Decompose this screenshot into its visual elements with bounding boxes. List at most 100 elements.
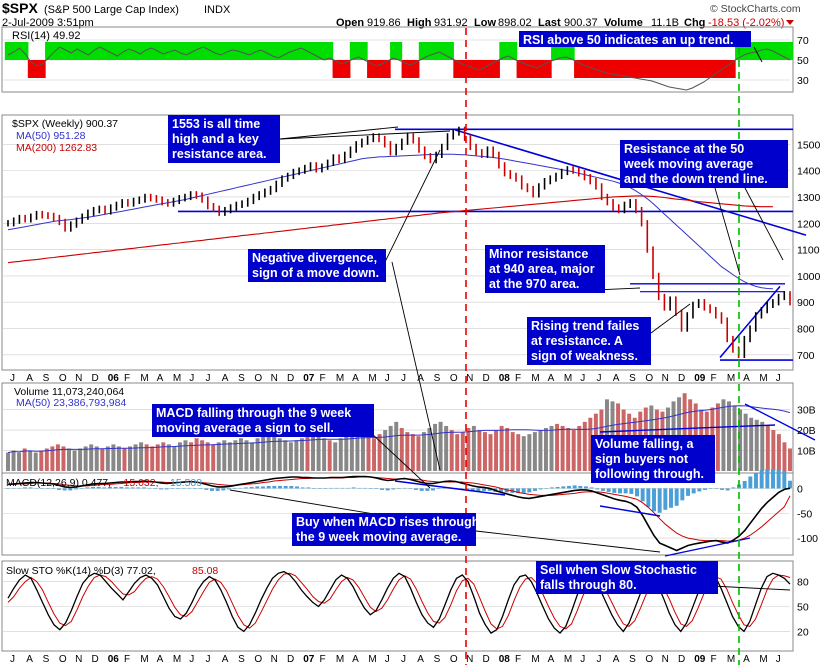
svg-text:Resistance at the 50: Resistance at the 50 (624, 142, 744, 156)
stochastic-legend: Slow STO %K(14) %D(3) 77.02, (6, 565, 156, 577)
volume-bar (516, 434, 521, 471)
x-axis-label: J (385, 373, 390, 384)
macd-histogram-bar (561, 486, 566, 489)
rsi-above-50-segment (286, 42, 293, 60)
macd-histogram-bar (765, 469, 770, 489)
price-legend: $SPX (Weekly) 900.37 (12, 118, 118, 130)
macd-histogram-bar (198, 488, 203, 489)
volume-bar (67, 448, 71, 471)
stochastic-panel-frame (1, 560, 794, 652)
x-axis-label-bottom: 07 (303, 654, 315, 665)
low-label: Low (474, 17, 496, 29)
x-axis-label: 09 (694, 373, 706, 384)
x-axis-label: F (124, 373, 130, 384)
macd-histogram-bar (153, 488, 158, 489)
x-axis-label-bottom: J (580, 654, 585, 665)
volume-bar (555, 423, 560, 471)
x-axis-label-bottom: J (597, 654, 602, 665)
rsi-above-50-segment (240, 42, 247, 60)
price-tick-label: 1200 (797, 218, 821, 230)
rsi-above-50-segment (194, 42, 201, 60)
rsi-above-50-segment (206, 42, 213, 60)
volume-label: Volume (604, 17, 643, 29)
ma200-legend: MA(200) 1262.83 (16, 142, 97, 154)
rsi-above-50-segment (740, 42, 748, 60)
rsi-above-50-segment (752, 42, 759, 60)
rsi-above-50-segment (746, 42, 753, 60)
price-panel-frame (1, 114, 794, 371)
x-axis-label-bottom: D (482, 654, 489, 665)
volume-bar (460, 432, 465, 471)
macd-histogram-bar (442, 487, 447, 489)
rsi-above-50-segment (436, 42, 443, 60)
macd-histogram-bar (283, 485, 288, 489)
macd-histogram-bar (329, 487, 333, 489)
macd-histogram-bar (142, 487, 146, 489)
last-label: Last (538, 17, 561, 29)
volume-bar (749, 417, 754, 471)
rsi-above-50-segment (165, 42, 173, 60)
rsi-above-50-segment (79, 42, 86, 60)
x-axis-label: N (271, 373, 278, 384)
volume-bar (438, 421, 443, 471)
x-axis-label-bottom: M (368, 654, 376, 665)
rsi-below-50-segment (482, 60, 489, 78)
volume-bar (200, 440, 205, 471)
x-axis-label-bottom: F (711, 654, 717, 665)
x-axis-label-bottom: M (140, 654, 148, 665)
ma50-legend: MA(50) 951.28 (16, 130, 86, 142)
stochastic-tick-label: 20 (797, 626, 809, 638)
rsi-below-50-segment (579, 60, 587, 78)
x-axis-label-bottom: A (26, 654, 33, 665)
rsi-above-50-segment (505, 42, 512, 60)
macd-histogram-bar (346, 487, 350, 489)
axes: 705030700800900100011001200130014001500J… (10, 35, 821, 665)
x-axis-label: M (759, 373, 767, 384)
volume-bar (294, 440, 299, 471)
rsi-above-50-segment (349, 42, 357, 60)
macd-signal-legend: -15.032, (120, 477, 159, 489)
macd-histogram-bar (584, 486, 588, 489)
rsi-above-50-segment (102, 42, 109, 60)
volume-bar (344, 434, 349, 471)
macd-histogram-bar (261, 486, 265, 489)
macd-histogram-bar (663, 488, 668, 510)
x-axis-label: J (206, 373, 211, 384)
macd-histogram-bar (533, 488, 537, 491)
rsi-below-50-segment (378, 60, 385, 78)
macd-tick-label: -50 (797, 508, 812, 520)
x-axis-label-bottom: F (124, 654, 130, 665)
macd-histogram-bar (425, 488, 430, 491)
x-axis-label: M (173, 373, 181, 384)
volume-bar (488, 434, 493, 471)
macd-histogram-bar (601, 488, 605, 491)
x-axis-label: M (336, 373, 344, 384)
macd-trend-line (394, 480, 506, 496)
price-tick-label: 900 (797, 297, 815, 309)
x-axis-label: 08 (499, 373, 511, 384)
macd-histogram-bar (612, 488, 617, 493)
volume-bar (466, 428, 471, 471)
rsi-below-50-segment (637, 60, 644, 78)
volume-bar (444, 425, 449, 471)
svg-text:following through.: following through. (595, 467, 704, 481)
macd-histogram-bar (725, 488, 730, 491)
macd-histogram-bar (714, 488, 719, 489)
macd-histogram-bar (555, 486, 560, 489)
x-axis-label-bottom: J (401, 654, 406, 665)
rsi-above-50-segment (183, 42, 190, 60)
rsi-above-50-segment (4, 42, 12, 60)
x-axis-label: J (776, 373, 781, 384)
x-axis-label: D (287, 373, 294, 384)
rsi-below-50-segment (470, 60, 477, 78)
down-arrow-icon (786, 20, 794, 25)
annotation-pointer-line (391, 261, 441, 471)
rsi-tick-label: 70 (797, 35, 809, 47)
volume-bar (305, 436, 310, 471)
x-axis-label-bottom: 06 (108, 654, 120, 665)
rsi-above-50-segment (188, 42, 196, 60)
macd-legend: MACD(12,26,9) 0.477, (6, 477, 111, 489)
volume-bar (743, 413, 748, 471)
rsi-above-50-segment (252, 42, 259, 60)
